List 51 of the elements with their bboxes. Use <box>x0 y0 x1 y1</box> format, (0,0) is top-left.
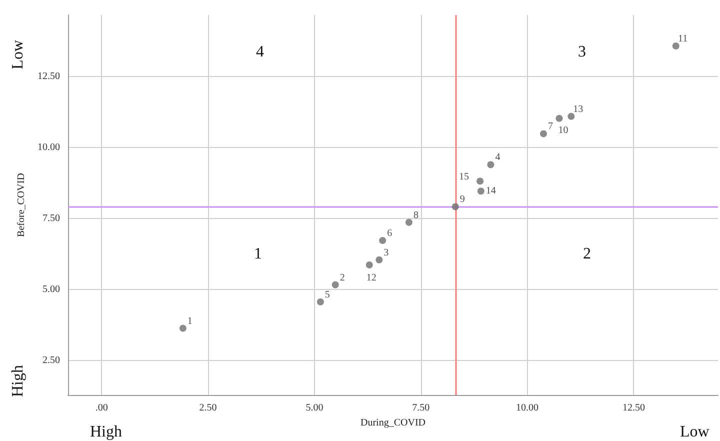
annotation: 1 <box>254 246 262 262</box>
annotation: 15 <box>459 172 470 183</box>
annotation: 3 <box>384 247 389 258</box>
x-axis-title: During_COVID <box>360 417 426 428</box>
y-tick-label: 12.50 <box>38 70 60 82</box>
point <box>332 281 339 288</box>
point <box>540 130 547 138</box>
y-tick-label: 2.50 <box>42 354 60 366</box>
point <box>556 114 563 122</box>
text: High <box>10 365 26 397</box>
annotation: 6 <box>387 228 392 239</box>
annotation: 10 <box>558 124 568 136</box>
point <box>672 42 680 50</box>
x-tick-label: 5.00 <box>306 402 324 414</box>
annotation: 9 <box>460 194 465 206</box>
y-tick-label: 7.50 <box>42 212 60 224</box>
y-tick-label: 5.00 <box>42 284 60 295</box>
annotation: 7 <box>548 121 553 132</box>
annotation: 2 <box>583 246 591 262</box>
annotation: 12 <box>366 272 376 284</box>
annotation: 3 <box>578 44 586 60</box>
annotation: 1 <box>187 316 192 327</box>
annotation: 8 <box>413 210 418 221</box>
point <box>476 178 484 185</box>
point <box>366 261 373 268</box>
x-tick-label: 2.50 <box>199 402 217 414</box>
point <box>376 256 383 264</box>
x-tick-label: 10.00 <box>516 402 539 414</box>
y-tick-label: 10.00 <box>38 142 60 153</box>
x-tick-label: 12.50 <box>622 402 645 414</box>
point <box>568 112 575 120</box>
point <box>179 324 186 332</box>
point <box>487 161 494 168</box>
text: High <box>90 424 122 440</box>
point <box>452 203 459 210</box>
annotation: 14 <box>486 186 496 197</box>
point <box>316 298 324 306</box>
point <box>379 237 386 244</box>
annotation: 11 <box>678 33 688 44</box>
point <box>477 188 484 195</box>
y-axis-title: Before_COVID <box>16 173 28 237</box>
annotation: 5 <box>324 289 330 300</box>
x-tick-label: .00 <box>95 402 108 414</box>
text: Low <box>680 424 710 440</box>
text: Low <box>10 40 26 70</box>
annotation: 2 <box>340 272 345 284</box>
annotation: 4 <box>495 152 500 164</box>
annotation: 4 <box>256 44 264 60</box>
x-tick-label: 7.50 <box>412 402 430 414</box>
annotation: 13 <box>573 104 584 115</box>
point <box>405 218 412 226</box>
